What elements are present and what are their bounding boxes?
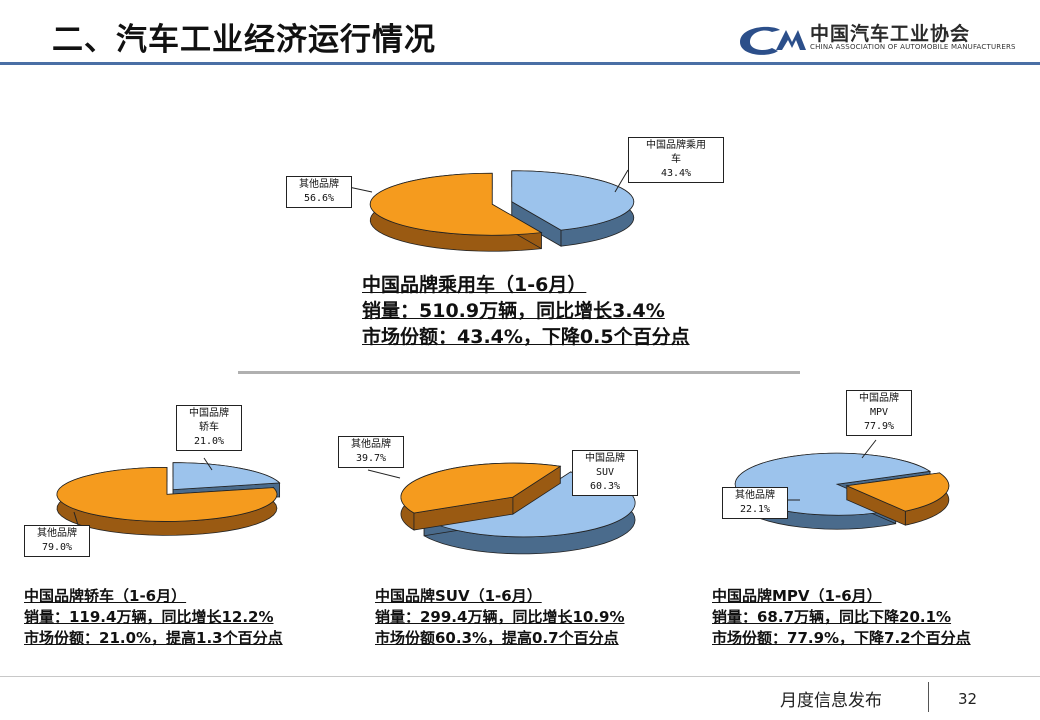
summary-passenger-sales: 销量：510.9万辆，同比增长3.4% — [362, 300, 665, 322]
summary-mpv-share: 市场份额：77.9%，下降7.2个百分点 — [712, 629, 971, 647]
summary-suv: 中国品牌SUV（1-6月） 销量：299.4万辆，同比增长10.9% 市场份额6… — [375, 586, 625, 649]
header-divider — [0, 62, 1040, 65]
footer-text: 月度信息发布 — [780, 691, 882, 711]
footer-separator — [928, 682, 929, 712]
leader-line — [203, 457, 213, 471]
pie3-slice-other — [400, 462, 562, 531]
leader-line — [614, 169, 629, 193]
summary-sedan-share: 市场份额：21.0%，提高1.3个百分点 — [24, 629, 283, 647]
pie2-slice-other — [56, 466, 278, 536]
summary-suv-share: 市场份额60.3%，提高0.7个百分点 — [375, 629, 619, 647]
page-number: 32 — [958, 690, 978, 708]
summary-passenger: 中国品牌乘用车（1-6月） 销量：510.9万辆，同比增长3.4% 市场份额：4… — [362, 272, 690, 350]
summary-suv-sales: 销量：299.4万辆，同比增长10.9% — [375, 608, 625, 626]
leader-line — [367, 469, 401, 479]
cam-logo-icon — [740, 26, 806, 55]
logo-text-en: CHINA ASSOCIATION OF AUTOMOBILE MANUFACT… — [810, 43, 1016, 51]
summary-sedan: 中国品牌轿车（1-6月） 销量：119.4万辆，同比增长12.2% 市场份额：2… — [24, 586, 283, 649]
pie3-china-label: 中国品牌 SUV 60.3% — [572, 450, 638, 496]
logo-text-cn: 中国汽车工业协会 — [810, 23, 971, 45]
pie4-other-label: 其他品牌 22.1% — [722, 487, 788, 519]
pie1-china-label: 中国品牌乘用 车 43.4% — [628, 137, 724, 183]
pie1-other-label: 其他品牌 56.6% — [286, 176, 352, 208]
summary-passenger-share: 市场份额：43.4%，下降0.5个百分点 — [362, 326, 690, 348]
summary-passenger-title: 中国品牌乘用车（1-6月） — [362, 274, 587, 296]
pie4-china-label: 中国品牌 MPV 77.9% — [846, 390, 912, 436]
summary-mpv-sales: 销量：68.7万辆，同比下降20.1% — [712, 608, 952, 626]
slide-title: 二、汽车工业经济运行情况 — [52, 22, 436, 58]
leader-line — [861, 439, 877, 459]
pie4-slice-other — [845, 472, 950, 526]
pie1-slice-china — [511, 170, 635, 247]
summary-sedan-sales: 销量：119.4万辆，同比增长12.2% — [24, 608, 274, 626]
footer-divider — [0, 676, 1040, 677]
summary-suv-title: 中国品牌SUV（1-6月） — [375, 587, 542, 605]
pie2-other-label: 其他品牌 79.0% — [24, 525, 90, 557]
pie3-other-label: 其他品牌 39.7% — [338, 436, 404, 468]
section-divider — [238, 371, 800, 374]
summary-mpv-title: 中国品牌MPV（1-6月） — [712, 587, 882, 605]
pie2-china-label: 中国品牌 轿车 21.0% — [176, 405, 242, 451]
pie1-slice-other — [369, 172, 543, 252]
summary-sedan-title: 中国品牌轿车（1-6月） — [24, 587, 187, 605]
summary-mpv: 中国品牌MPV（1-6月） 销量：68.7万辆，同比下降20.1% 市场份额：7… — [712, 586, 971, 649]
